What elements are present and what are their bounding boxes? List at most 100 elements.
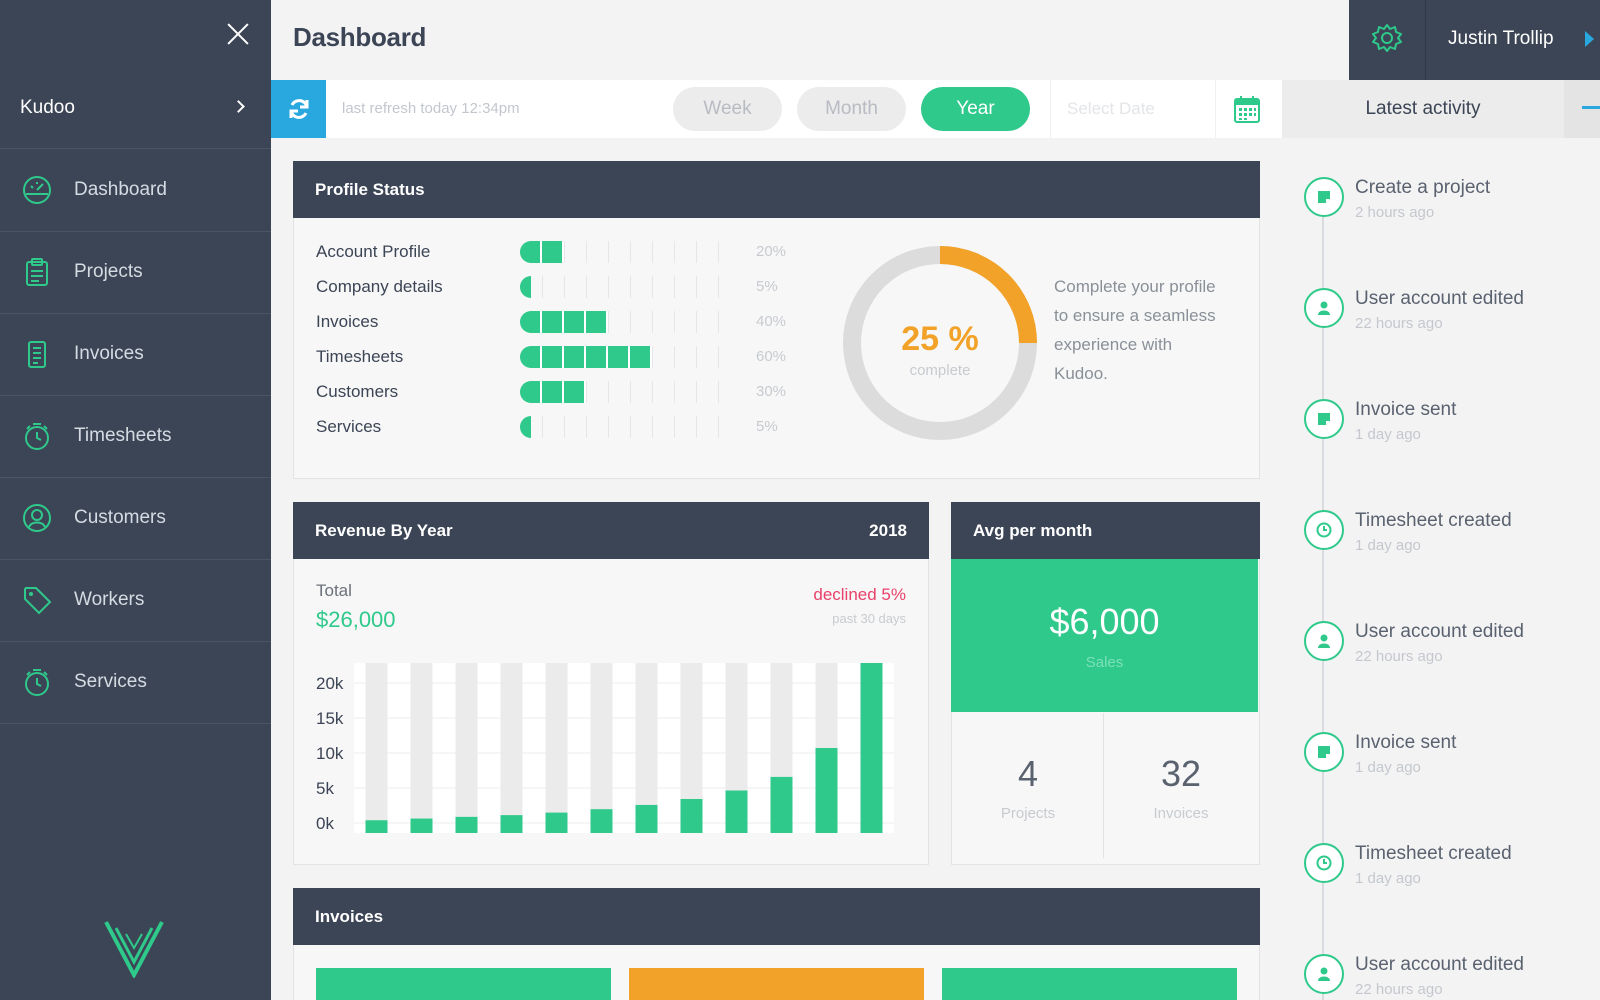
- sidebar-item-projects[interactable]: Projects: [0, 232, 271, 314]
- invoices-stat: 32 Invoices: [1105, 713, 1257, 858]
- avg-sales-label: Sales: [1085, 654, 1124, 671]
- sidebar-item-timesheets[interactable]: Timesheets: [0, 396, 271, 478]
- progress-fill: [520, 241, 564, 263]
- profile-note: Complete your profile to ensure a seamle…: [1054, 277, 1216, 383]
- note-icon: [1304, 177, 1344, 217]
- invoice-status-bar[interactable]: [316, 968, 611, 1000]
- progress-segment-guide: [608, 416, 609, 438]
- revenue-bar[interactable]: [455, 816, 478, 833]
- activity-item[interactable]: User account edited 22 hours ago: [1304, 288, 1594, 358]
- user-icon: [1304, 288, 1344, 328]
- bar-track: [455, 663, 478, 833]
- total-value: $26,000: [316, 607, 396, 632]
- activity-timestamp: 22 hours ago: [1355, 648, 1443, 665]
- revenue-bar[interactable]: [365, 820, 388, 833]
- sidebar-item-label: Workers: [74, 589, 145, 610]
- card-header: Revenue By Year 2018: [293, 502, 929, 559]
- activity-item[interactable]: User account edited 22 hours ago: [1304, 621, 1594, 691]
- close-icon[interactable]: [226, 22, 250, 46]
- progress-label: Invoices: [316, 312, 379, 331]
- progress-segment-guide: [608, 311, 609, 333]
- sidebar-item-services[interactable]: Services: [0, 642, 271, 724]
- calendar-icon[interactable]: [1234, 95, 1260, 123]
- revenue-bar[interactable]: [590, 809, 613, 833]
- company-switcher[interactable]: Kudoo: [0, 68, 271, 149]
- revenue-bar[interactable]: [725, 790, 748, 834]
- activity-item[interactable]: Invoice sent 1 day ago: [1304, 732, 1594, 802]
- revenue-bar[interactable]: [860, 663, 883, 833]
- invoice-status-bar[interactable]: [942, 968, 1237, 1000]
- revenue-year: 2018: [869, 521, 907, 540]
- tag-icon: [24, 587, 52, 615]
- revenue-bar[interactable]: [815, 748, 838, 833]
- progress-segment-guide: [652, 381, 653, 403]
- invoice-status-bar[interactable]: [629, 968, 924, 1000]
- user-name[interactable]: Justin Trollip: [1448, 28, 1554, 49]
- activity-item[interactable]: Invoice sent 1 day ago: [1304, 399, 1594, 469]
- revenue-bar[interactable]: [635, 804, 658, 833]
- progress-segment-guide: [696, 311, 697, 333]
- range-week-button[interactable]: Week: [673, 87, 782, 131]
- card-title: Revenue By Year: [315, 521, 453, 540]
- card-title: Invoices: [293, 888, 1260, 945]
- progress-segment-guide: [674, 311, 675, 333]
- progress-segment-guide: [630, 416, 631, 438]
- date-input[interactable]: [1050, 80, 1216, 138]
- revenue-bar[interactable]: [500, 815, 523, 833]
- bar-track: [680, 663, 703, 833]
- y-tick-label: 20k: [316, 674, 344, 693]
- settings-button[interactable]: [1349, 0, 1426, 80]
- progress-segment-guide: [652, 311, 653, 333]
- activity-timestamp: 1 day ago: [1355, 759, 1421, 776]
- company-name: Kudoo: [20, 97, 75, 118]
- bar-track: [545, 663, 568, 833]
- sidebar-item-workers[interactable]: Workers: [0, 560, 271, 642]
- progress-segment-guide: [586, 276, 587, 298]
- refresh-icon: [289, 99, 309, 119]
- timeline-line: [1322, 205, 1324, 1000]
- revenue-bar[interactable]: [545, 812, 568, 833]
- progress-segment-guide: [564, 416, 565, 438]
- range-year-button[interactable]: Year: [921, 87, 1030, 131]
- note-icon: [1304, 399, 1344, 439]
- progress-segment-guide: [696, 241, 697, 263]
- total-label: Total: [316, 581, 352, 600]
- progress-label: Services: [316, 417, 382, 436]
- activity-collapse-button[interactable]: [1564, 80, 1600, 138]
- avg-per-month-card: Avg per month $6,000 Sales 4 Projects 32…: [951, 502, 1260, 865]
- revenue-bar[interactable]: [410, 818, 433, 833]
- chart-plot-area: [354, 663, 894, 833]
- sidebar-item-label: Timesheets: [74, 425, 172, 446]
- progress-percent: 20%: [756, 243, 787, 260]
- change-period: past 30 days: [832, 611, 906, 626]
- progress-percent: 5%: [756, 278, 778, 295]
- chevron-right-icon: [232, 100, 245, 113]
- progress-bar: [520, 346, 719, 368]
- y-tick-label: 15k: [316, 709, 344, 728]
- activity-timestamp: 1 day ago: [1355, 426, 1421, 443]
- range-month-button[interactable]: Month: [797, 87, 906, 131]
- donut-progress-arc: [843, 246, 1037, 440]
- caret-right-icon[interactable]: [1585, 31, 1594, 47]
- sidebar-item-label: Invoices: [74, 343, 144, 364]
- activity-title-text: Invoice sent: [1355, 399, 1457, 420]
- revenue-bar[interactable]: [680, 799, 703, 833]
- projects-label: Projects: [1000, 805, 1056, 822]
- activity-title-text: User account edited: [1355, 621, 1524, 642]
- activity-panel: Latest activity Create a project 2 hours …: [1282, 80, 1600, 1000]
- activity-item[interactable]: Timesheet created 1 day ago: [1304, 843, 1594, 913]
- progress-segment-guide: [586, 381, 587, 403]
- sidebar-item-label: Projects: [74, 261, 143, 282]
- activity-item[interactable]: Timesheet created 1 day ago: [1304, 510, 1594, 580]
- sidebar-item-invoices[interactable]: Invoices: [0, 314, 271, 396]
- revenue-bar[interactable]: [770, 776, 793, 833]
- progress-segment-guide: [608, 276, 609, 298]
- progress-segment-guide: [630, 276, 631, 298]
- activity-item[interactable]: User account edited 22 hours ago: [1304, 954, 1594, 1000]
- refresh-button[interactable]: [271, 80, 326, 138]
- sidebar-item-label: Services: [74, 671, 147, 692]
- sidebar-item-customers[interactable]: Customers: [0, 478, 271, 560]
- progress-segment-guide: [718, 416, 719, 438]
- sidebar-item-dashboard[interactable]: Dashboard: [0, 150, 271, 232]
- activity-item[interactable]: Create a project 2 hours ago: [1304, 177, 1594, 247]
